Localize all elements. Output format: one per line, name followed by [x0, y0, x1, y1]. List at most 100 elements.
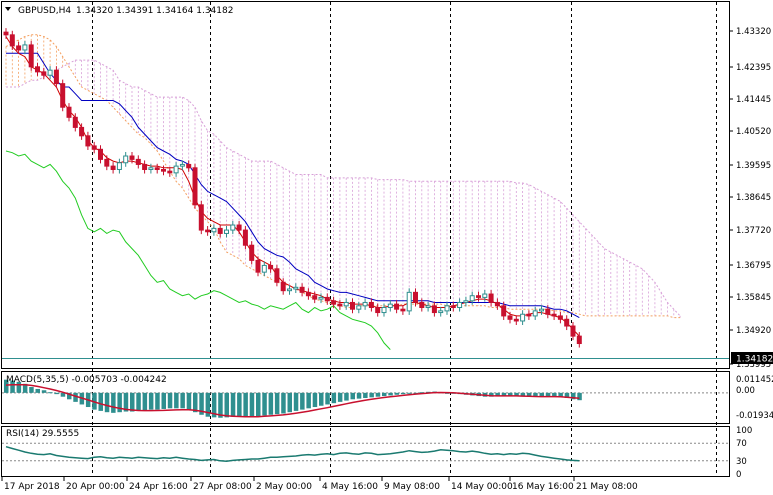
- macd-histogram-bar: [539, 392, 544, 397]
- candle-body: [324, 296, 330, 302]
- macd-histogram-bar: [4, 379, 9, 393]
- candle-body: [488, 293, 494, 303]
- time-axis[interactable]: 17 Apr 2018 20 Apr 00:00 24 Apr 16:00 27 Ap…: [1, 477, 638, 492]
- candle-body: [79, 126, 85, 137]
- candle-body: [123, 155, 129, 164]
- candle-body: [135, 158, 141, 165]
- macd-histogram-bar: [533, 392, 538, 397]
- time-tick-label: 14 May 00:00: [451, 482, 513, 492]
- candle-body: [312, 295, 318, 300]
- macd-histogram-bar: [375, 392, 381, 397]
- candle-body: [261, 264, 267, 273]
- candle-body: [394, 303, 400, 310]
- chikou-span-line: [5, 150, 391, 350]
- candle-body: [85, 135, 91, 147]
- macd-histogram-bar: [130, 392, 135, 412]
- macd-histogram-bar: [495, 392, 500, 397]
- candle-body: [413, 291, 418, 303]
- rsi-axis: 100 70 30 0: [736, 426, 752, 480]
- candle-body: [47, 69, 53, 76]
- candle-body: [305, 291, 311, 297]
- macd-histogram-bar: [369, 392, 374, 398]
- collapse-triangle-icon[interactable]: [5, 7, 11, 11]
- price-tick-label: 1.38645: [736, 193, 771, 203]
- macd-histogram-bar: [526, 392, 532, 397]
- rsi-tick-label: 70: [736, 439, 747, 449]
- candle-body: [179, 163, 185, 167]
- candle-body: [53, 69, 59, 85]
- candle-body: [343, 301, 349, 307]
- candle-body: [60, 83, 66, 108]
- candle-body: [406, 291, 412, 312]
- candle-body: [381, 307, 387, 314]
- macd-histogram-bar: [136, 392, 141, 411]
- time-tick-label: 16 May 16:00: [512, 482, 574, 492]
- candle-body: [242, 229, 248, 246]
- macd-histogram-bar: [180, 392, 185, 409]
- price-tick-label: 1.35845: [736, 293, 771, 303]
- candle-body: [450, 305, 456, 309]
- rsi-tick-label: 30: [736, 457, 747, 467]
- macd-histogram-bar: [29, 387, 34, 393]
- macd-histogram-bar: [350, 392, 355, 400]
- macd-tick-label: -0.019341: [736, 411, 773, 421]
- macd-histogram-bar: [400, 392, 406, 395]
- macd-histogram-bar: [520, 392, 526, 397]
- macd-histogram-bar: [205, 392, 211, 417]
- macd-histogram-bar: [501, 392, 507, 397]
- candle-body: [438, 310, 444, 314]
- candle-body: [9, 34, 15, 47]
- price-tick-label: 1.41445: [736, 95, 771, 105]
- main-panel-frame: [1, 1, 730, 369]
- macd-histogram-bar: [287, 392, 292, 413]
- macd-histogram-bar: [407, 392, 412, 394]
- candle-body: [3, 31, 9, 36]
- macd-histogram-bar: [300, 392, 305, 410]
- price-tick-label: 1.37720: [736, 226, 771, 236]
- macd-histogram-bar: [514, 392, 519, 397]
- candle-body: [299, 286, 305, 293]
- period-separators: [92, 2, 717, 476]
- rsi-label: RSI(14) 29.5555: [6, 429, 79, 439]
- candle-body: [425, 305, 431, 309]
- candle-body: [161, 168, 166, 172]
- candle-body: [476, 295, 481, 298]
- price-tick-label: 1.34920: [736, 326, 771, 336]
- candle-body: [337, 303, 343, 307]
- candle-body: [274, 268, 280, 283]
- macd-histogram-bar: [16, 381, 22, 393]
- candle-body: [356, 305, 362, 310]
- candle-body: [520, 313, 526, 322]
- macd-histogram-bar: [256, 392, 261, 417]
- price-tick-label: 1.42395: [736, 63, 771, 73]
- candle-body: [154, 167, 160, 170]
- ohlc-values: 1.34320 1.34391 1.34164 1.34182: [76, 6, 233, 16]
- candle-body: [268, 264, 274, 270]
- candle-body: [494, 301, 500, 307]
- macd-histogram-bar: [274, 392, 280, 415]
- price-axis[interactable]: 1.43320 1.42395 1.41445 1.40520 1.39595 1.386…: [729, 27, 771, 370]
- macd-histogram-bar: [123, 392, 129, 412]
- macd-histogram-bar: [344, 392, 349, 401]
- candle-body: [129, 155, 135, 160]
- candle-body: [35, 66, 40, 73]
- price-tick-label: 1.33995: [736, 360, 771, 370]
- symbol-label: GBPUSD,H4: [18, 6, 71, 16]
- rsi-panel-frame: [1, 426, 730, 477]
- macd-histogram-bar: [104, 392, 110, 413]
- macd-histogram-bar: [237, 392, 242, 417]
- macd-histogram-bar: [564, 392, 570, 398]
- candle-body: [368, 301, 374, 309]
- senkou-span-b: [6, 59, 681, 317]
- candle-body: [431, 305, 437, 314]
- time-tick-label: 9 May 08:00: [384, 482, 440, 492]
- macd-histogram-bar: [35, 388, 40, 393]
- candle-body: [293, 286, 299, 290]
- macd-histogram-bar: [22, 383, 28, 393]
- candle-body: [457, 301, 463, 309]
- macd-histogram-bar: [211, 392, 217, 418]
- candle-body: [41, 71, 47, 76]
